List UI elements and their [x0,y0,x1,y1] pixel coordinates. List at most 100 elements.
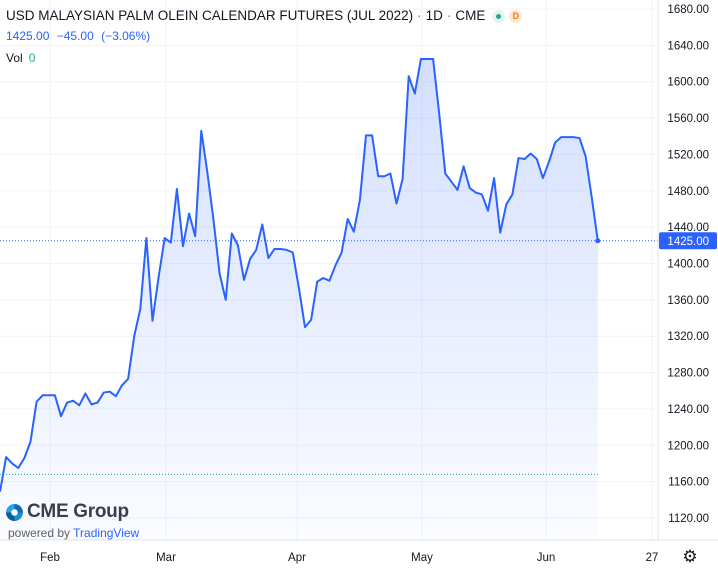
interval-label[interactable]: 1D [425,8,443,23]
data-point[interactable] [565,135,569,139]
data-point[interactable] [230,232,234,236]
data-point[interactable] [77,403,81,407]
data-point[interactable] [175,187,179,191]
data-point[interactable] [212,218,216,222]
data-point[interactable] [102,391,106,395]
data-point[interactable] [535,157,539,161]
data-point[interactable] [541,176,545,180]
price-series-line[interactable] [0,57,599,492]
data-point[interactable] [584,154,588,158]
symbol-title-row[interactable]: USD MALAYSIAN PALM OLEIN CALENDAR FUTURE… [6,6,523,26]
data-point[interactable] [517,156,521,160]
data-point[interactable] [96,401,100,405]
data-point[interactable] [352,230,356,234]
data-point[interactable] [10,461,14,465]
data-point[interactable] [523,157,527,161]
data-point[interactable] [254,248,258,252]
gear-icon[interactable]: ⚙ [682,547,698,566]
data-point[interactable] [16,466,20,470]
data-point[interactable] [193,234,197,238]
data-point[interactable] [443,172,447,176]
data-point[interactable] [59,414,63,418]
data-point[interactable] [346,217,350,221]
data-point[interactable] [309,318,313,322]
data-point[interactable] [504,202,508,206]
data-point[interactable] [266,256,270,260]
data-point[interactable] [437,112,441,116]
data-point[interactable] [547,160,551,164]
data-point[interactable] [260,222,264,226]
volume-row[interactable]: Vol 0 [6,49,522,67]
data-point[interactable] [340,251,344,255]
data-point[interactable] [462,164,466,168]
data-point[interactable] [114,394,118,398]
data-point[interactable] [138,307,142,311]
data-point[interactable] [492,176,496,180]
tradingview-link[interactable]: TradingView [73,526,140,540]
data-point[interactable] [199,129,203,133]
data-point[interactable] [413,92,417,96]
data-point[interactable] [41,393,45,397]
data-point[interactable] [83,391,87,395]
data-point[interactable] [510,192,514,196]
data-point[interactable] [157,275,161,279]
data-point[interactable] [449,180,453,184]
data-point[interactable] [242,278,246,282]
market-status-icon[interactable] [492,9,506,23]
data-point[interactable] [35,400,39,404]
data-point[interactable] [47,393,51,397]
data-point[interactable] [285,248,289,252]
data-point[interactable] [486,209,490,213]
data-point[interactable] [321,276,325,280]
data-point[interactable] [498,231,502,235]
data-point[interactable] [456,188,460,192]
data-point[interactable] [578,136,582,140]
data-point[interactable] [468,186,472,190]
data-point[interactable] [163,236,167,240]
data-point[interactable] [65,401,69,405]
data-point[interactable] [401,177,405,181]
data-point[interactable] [303,325,307,329]
data-point[interactable] [395,202,399,206]
data-point[interactable] [29,440,33,444]
delayed-data-badge[interactable]: D [509,9,523,23]
data-point[interactable] [236,243,240,247]
data-point[interactable] [181,244,185,248]
data-point[interactable] [205,171,209,175]
data-point[interactable] [358,198,362,202]
data-point[interactable] [407,74,411,78]
data-point[interactable] [370,133,374,137]
data-point[interactable] [224,298,228,302]
data-point[interactable] [126,377,130,381]
data-point[interactable] [144,236,148,240]
data-point[interactable] [327,279,331,283]
data-point[interactable] [529,152,533,156]
data-point[interactable] [474,191,478,195]
data-point[interactable] [120,383,124,387]
data-point[interactable] [90,402,94,406]
data-point[interactable] [553,141,557,145]
data-point[interactable] [218,272,222,276]
data-point[interactable] [4,455,8,459]
data-point[interactable] [71,399,75,403]
data-point[interactable] [169,241,173,245]
data-point[interactable] [388,172,392,176]
data-point[interactable] [273,247,277,251]
data-point[interactable] [590,195,594,199]
data-point[interactable] [480,192,484,196]
data-point[interactable] [559,135,563,139]
cme-group-logo[interactable]: CME Group powered by TradingView [6,501,139,540]
data-point[interactable] [108,390,112,394]
data-point[interactable] [376,174,380,178]
data-point[interactable] [53,393,57,397]
data-point[interactable] [132,334,136,338]
data-point[interactable] [279,247,283,251]
symbol-title[interactable]: USD MALAYSIAN PALM OLEIN CALENDAR FUTURE… [6,8,414,23]
data-point[interactable] [382,174,386,178]
data-point[interactable] [297,286,301,290]
data-point[interactable] [22,456,26,460]
data-point[interactable] [187,212,191,216]
data-point[interactable] [571,135,575,139]
